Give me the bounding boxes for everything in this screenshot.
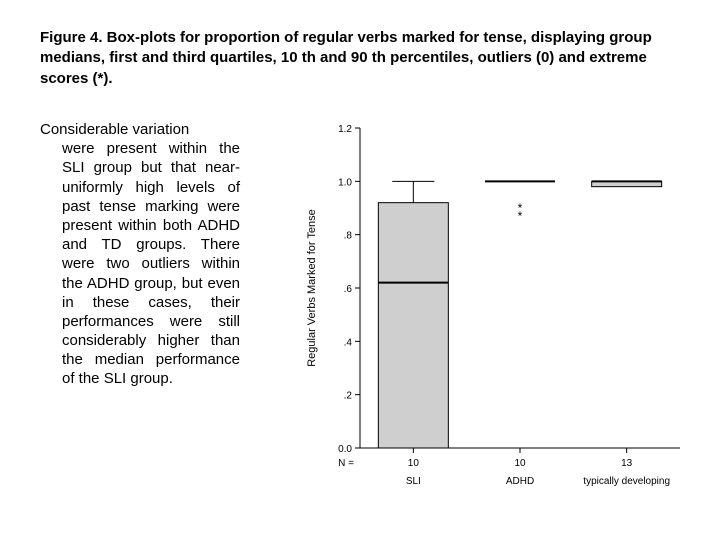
paragraph-rest: were present within the SLI group but th… — [40, 139, 240, 388]
svg-text:10: 10 — [408, 458, 420, 469]
boxplot-chart: 0.0 .2 .4 .6 .8 1.0 1.2 Regular Verbs Marked fo… — [280, 118, 700, 518]
svg-text:typically developing: typically developing — [583, 476, 670, 487]
svg-text:10: 10 — [514, 458, 526, 469]
svg-text:1.2: 1.2 — [338, 124, 352, 135]
svg-text:13: 13 — [621, 458, 633, 469]
svg-text:1.0: 1.0 — [338, 177, 352, 188]
chart-svg: 0.0 .2 .4 .6 .8 1.0 1.2 Regular Verbs Marked fo… — [280, 118, 700, 518]
svg-text:N =: N = — [338, 458, 354, 469]
svg-text:Regular Verbs Marked for Tense: Regular Verbs Marked for Tense — [306, 209, 318, 367]
svg-text:.8: .8 — [344, 231, 353, 242]
svg-text:*: * — [518, 209, 523, 223]
svg-text:ADHD: ADHD — [506, 476, 534, 487]
figure-caption: Figure 4. Box-plots for proportion of re… — [40, 28, 680, 89]
svg-text:SLI: SLI — [406, 476, 421, 487]
paragraph-lead: Considerable variation — [40, 121, 189, 138]
svg-text:.4: .4 — [344, 337, 353, 348]
svg-text:.6: .6 — [344, 284, 353, 295]
svg-text:0.0: 0.0 — [338, 444, 352, 455]
body-paragraph: Considerable variation were present with… — [40, 120, 240, 389]
svg-text:.2: .2 — [344, 391, 353, 402]
